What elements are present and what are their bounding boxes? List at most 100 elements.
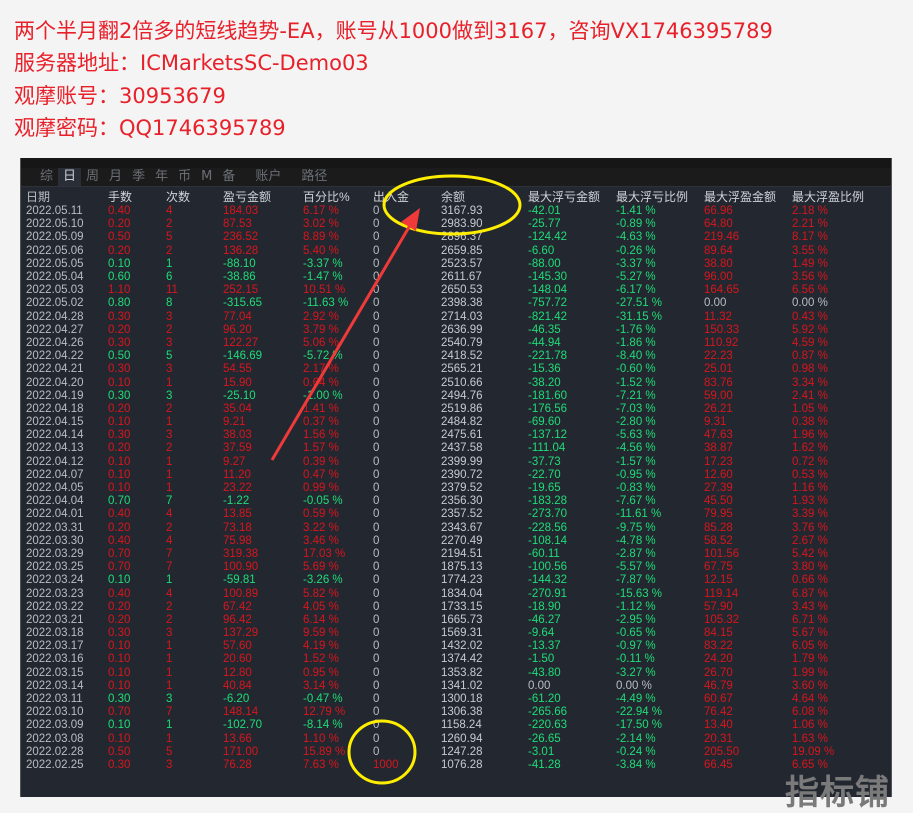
cell-5: 0 xyxy=(373,389,380,402)
table-row[interactable]: 2022.03.16 0.10 1 20.60 1.52 % 0 1374.42 -1.50 -… xyxy=(21,653,872,666)
tab-6[interactable]: 币 xyxy=(178,169,192,184)
cell-9: 24.20 xyxy=(704,653,733,666)
table-row[interactable]: 2022.02.28 0.50 5 171.00 15.89 % 0 1247.28 -3.0… xyxy=(21,746,872,759)
table-row[interactable]: 2022.04.01 0.40 4 13.85 0.59 % 0 2357.52 -273.7… xyxy=(21,508,872,521)
tab-2[interactable]: 周 xyxy=(86,169,100,184)
cell-7: -221.78 xyxy=(528,350,568,363)
cell-6: 1247.28 xyxy=(441,745,483,758)
cell-0: 2022.03.31 xyxy=(26,521,84,534)
cell-10: 1.96 % xyxy=(792,429,828,442)
table-row[interactable]: 2022.04.19 0.30 3 -25.10 -1.00 % 0 2494.76 -181… xyxy=(21,390,872,403)
tab-10[interactable]: 路径 xyxy=(301,169,328,184)
column-header-3[interactable]: 盈亏金额 xyxy=(223,189,272,204)
table-row[interactable]: 2022.03.29 0.70 7 319.38 17.03 % 0 2194.51 -60.… xyxy=(21,548,872,561)
cell-0: 2022.03.10 xyxy=(26,706,84,719)
table-row[interactable]: 2022.04.13 0.20 2 37.59 1.57 % 0 2437.58 -111.0… xyxy=(21,442,872,455)
tab-0[interactable]: 综 xyxy=(40,169,54,184)
table-row[interactable]: 2022.04.18 0.20 2 35.04 1.41 % 0 2519.86 -176.5… xyxy=(21,403,872,416)
table-row[interactable]: 2022.03.23 0.40 4 100.89 5.82 % 0 1834.04 -270.… xyxy=(21,587,872,600)
tab-1[interactable]: 日 xyxy=(58,168,82,186)
cell-7: -270.91 xyxy=(528,587,568,600)
table-row[interactable]: 2022.03.08 0.10 1 13.66 1.10 % 0 1260.94 -26.65… xyxy=(21,733,872,746)
table-row[interactable]: 2022.03.10 0.70 7 148.14 12.79 % 0 1306.38 -265… xyxy=(21,706,872,719)
table-row[interactable]: 2022.03.21 0.20 2 96.42 6.14 % 0 1665.73 -46.27… xyxy=(21,614,872,627)
cell-2: 4 xyxy=(166,205,173,218)
table-row[interactable]: 2022.04.26 0.30 3 122.27 5.06 % 0 2540.79 -44.9… xyxy=(21,337,872,350)
table-row[interactable]: 2022.04.07 0.10 1 11.20 0.47 % 0 2390.72 -22.70… xyxy=(21,469,872,482)
cell-0: 2022.05.10 xyxy=(26,218,84,231)
table-row[interactable]: 2022.02.25 0.30 3 76.28 7.63 % 1000 1076.28 -41… xyxy=(21,759,872,772)
column-header-5[interactable]: 出入金 xyxy=(373,189,410,204)
cell-5: 0 xyxy=(373,521,380,534)
table-row[interactable]: 2022.04.27 0.20 2 96.20 3.79 % 0 2636.99 -46.35… xyxy=(21,324,872,337)
table-row[interactable]: 2022.03.24 0.10 1 -59.81 -3.26 % 0 1774.23 -144… xyxy=(21,574,872,587)
table-row[interactable]: 2022.04.15 0.10 1 9.21 0.37 % 0 2484.82 -69.60 -… xyxy=(21,416,872,429)
cell-6: 1260.94 xyxy=(441,732,483,745)
column-header-0[interactable]: 日期 xyxy=(26,189,51,204)
table-row[interactable]: 2022.04.20 0.10 1 15.90 0.64 % 0 2510.66 -38.20… xyxy=(21,376,872,389)
cell-6: 2379.52 xyxy=(441,482,483,495)
cell-5: 0 xyxy=(373,666,380,679)
tab-3[interactable]: 月 xyxy=(109,169,123,184)
table-row[interactable]: 2022.05.09 0.50 5 236.52 8.89 % 0 2896.37 -124.… xyxy=(21,231,872,244)
cell-5: 0 xyxy=(373,218,380,231)
table-row[interactable]: 2022.03.25 0.70 7 100.90 5.69 % 0 1875.13 -100.… xyxy=(21,561,872,574)
table-row[interactable]: 2022.05.04 0.60 6 -38.86 -1.47 % 0 2611.67 -145… xyxy=(21,271,872,284)
table-row[interactable]: 2022.03.18 0.30 3 137.29 9.59 % 0 1569.31 -9.64… xyxy=(21,627,872,640)
column-header-10[interactable]: 最大浮盈比例 xyxy=(792,189,865,204)
table-row[interactable]: 2022.05.06 0.20 2 136.28 5.40 % 0 2659.85 -6.60… xyxy=(21,245,872,258)
table-row[interactable]: 2022.04.04 0.70 7 -1.22 -0.05 % 0 2356.30 -183.… xyxy=(21,495,872,508)
cell-1: 0.10 xyxy=(108,468,131,481)
cell-1: 0.50 xyxy=(108,350,131,363)
tab-9[interactable]: 账户 xyxy=(255,169,282,184)
table-row[interactable]: 2022.03.15 0.10 1 12.80 0.95 % 0 1353.82 -43.80… xyxy=(21,667,872,680)
table-row[interactable]: 2022.05.05 0.10 1 -88.10 -3.37 % 0 2523.57 -88.… xyxy=(21,258,872,271)
table-row[interactable]: 2022.03.14 0.10 1 40.84 3.14 % 0 1341.02 0.00 0.… xyxy=(21,680,872,693)
cell-10: 5.42 % xyxy=(792,547,828,560)
table-row[interactable]: 2022.05.02 0.80 8 -315.65 -11.63 % 0 2398.38 -7… xyxy=(21,297,872,310)
table-row[interactable]: 2022.04.28 0.30 3 77.04 2.92 % 0 2714.03 -821.4… xyxy=(21,311,872,324)
column-header-4[interactable]: 百分比% xyxy=(303,189,350,204)
table-row[interactable]: 2022.05.03 1.10 11 252.15 10.51 % 0 2650.53 -14… xyxy=(21,284,872,297)
tab-5[interactable]: 年 xyxy=(155,169,169,184)
cell-2: 2 xyxy=(166,442,173,455)
cell-8: -0.26 % xyxy=(616,244,656,257)
table-row[interactable]: 2022.04.22 0.50 5 -146.69 -5.72 % 0 2418.52 -22… xyxy=(21,350,872,363)
table-row[interactable]: 2022.03.22 0.20 2 67.42 4.05 % 0 1733.15 -18.90… xyxy=(21,601,872,614)
tab-8[interactable]: 备 xyxy=(222,169,236,184)
column-header-7[interactable]: 最大浮亏金额 xyxy=(528,189,601,204)
cell-7: -9.64 xyxy=(528,627,555,640)
column-header-8[interactable]: 最大浮亏比例 xyxy=(616,189,689,204)
table-row[interactable]: 2022.05.10 0.20 2 87.53 3.02 % 0 2983.90 -25.77… xyxy=(21,218,872,231)
column-header-6[interactable]: 余额 xyxy=(441,189,466,204)
cell-0: 2022.03.11 xyxy=(26,693,83,706)
table-row[interactable]: 2022.04.14 0.30 3 38.03 1.56 % 0 2475.61 -137.1… xyxy=(21,429,872,442)
cell-1: 0.30 xyxy=(108,758,131,771)
table-row[interactable]: 2022.04.12 0.10 1 9.27 0.39 % 0 2399.99 -37.73 -… xyxy=(21,456,872,469)
cell-4: 3.79 % xyxy=(303,323,339,336)
cell-0: 2022.05.03 xyxy=(26,284,84,297)
cell-9: 46.79 xyxy=(704,679,733,692)
cell-0: 2022.03.15 xyxy=(26,666,84,679)
cell-8: 0.00 % xyxy=(616,679,652,692)
cell-3: 100.89 xyxy=(223,587,259,600)
table-row[interactable]: 2022.03.09 0.10 1 -102.70 -8.14 % 0 1158.24 -22… xyxy=(21,719,872,732)
tab-4[interactable]: 季 xyxy=(132,169,146,184)
column-header-9[interactable]: 最大浮盈金额 xyxy=(704,189,777,204)
table-row[interactable]: 2022.05.11 0.40 4 184.03 6.17 % 0 3167.93 -42.0… xyxy=(21,205,872,218)
table-row[interactable]: 2022.03.31 0.20 2 73.18 3.22 % 0 2343.67 -228.5… xyxy=(21,522,872,535)
column-header-1[interactable]: 手数 xyxy=(108,189,133,204)
cell-8: -0.60 % xyxy=(616,363,656,376)
table-row[interactable]: 2022.03.17 0.10 1 57.60 4.19 % 0 1432.02 -13.37… xyxy=(21,640,872,653)
column-header-2[interactable]: 次数 xyxy=(166,189,191,204)
table-row[interactable]: 2022.04.21 0.30 3 54.55 2.17 % 0 2565.21 -15.36… xyxy=(21,363,872,376)
table-row[interactable]: 2022.03.11 0.30 3 -6.20 -0.47 % 0 1300.18 -61.2… xyxy=(21,693,872,706)
tab-7[interactable]: M xyxy=(201,169,213,184)
cell-6: 1432.02 xyxy=(441,640,483,653)
cell-10: 3.55 % xyxy=(792,244,828,257)
table-row[interactable]: 2022.04.05 0.10 1 23.22 0.99 % 0 2379.52 -19.65… xyxy=(21,482,872,495)
cell-2: 2 xyxy=(166,218,173,231)
cell-2: 3 xyxy=(166,429,173,442)
cell-1: 0.70 xyxy=(108,561,131,574)
table-row[interactable]: 2022.03.30 0.40 4 75.98 3.46 % 0 2270.49 -108.1… xyxy=(21,535,872,548)
